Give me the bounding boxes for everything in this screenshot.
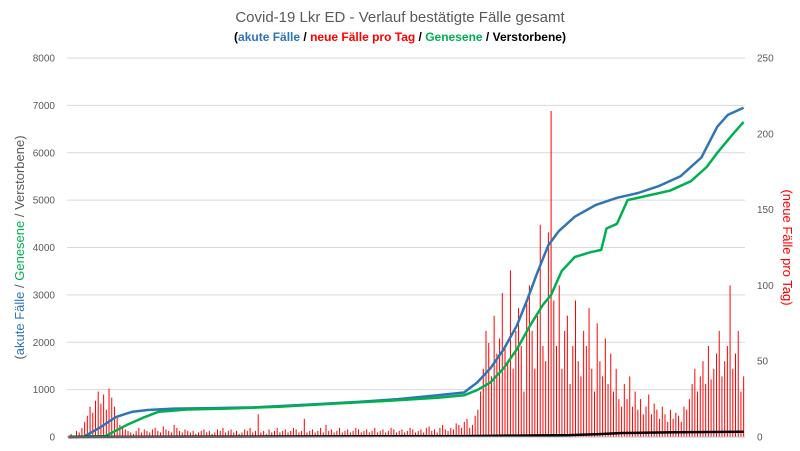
ylabel-left-part: / Verstorbene) [12,135,27,220]
y-right-tick-label: 100 [757,281,774,292]
y-right-tick-label: 50 [757,357,769,368]
y-left-tick-label: 5000 [33,196,56,207]
right-axis-ticks: 0 50 100 150 200 250 [757,54,774,444]
subtitle-part: / Verstorbene) [483,30,566,44]
y-axis-label-right: (neue Fälle pro Tag) [780,189,795,305]
y-right-tick-label: 250 [757,54,774,65]
y-right-tick-label: 0 [757,433,763,444]
y-left-tick-label: 8000 [33,54,56,65]
series-line [68,121,745,439]
series-line [68,106,745,439]
ylabel-right-part: (neue Fälle pro Tag) [780,189,795,305]
subtitle-part: neue Fälle pro Tag [310,30,415,44]
y-left-tick-label: 6000 [33,148,56,159]
ylabel-left-part: ( [12,355,27,360]
y-left-tick-label: 1000 [33,385,56,396]
y-left-tick-label: 0 [49,433,55,444]
y-left-tick-label: 4000 [33,243,56,254]
y-right-tick-label: 150 [757,205,774,216]
y-left-tick-label: 2000 [33,338,56,349]
new-cases-bars [70,111,745,437]
subtitle-part: akute Fälle [238,30,300,44]
subtitle-part: / [300,30,310,44]
left-axis-ticks: 0 1000 2000 3000 4000 5000 6000 7000 8000 [33,54,56,444]
chart-title: Covid-19 Lkr ED - Verlauf bestätigte Fäl… [235,9,565,26]
ylabel-left-part: Genesene [12,221,27,281]
y-axis-label-left: (akute Fälle / Genesene / Verstorbene) [12,135,27,359]
subtitle-part: Genesene [425,30,483,44]
y-left-tick-label: 7000 [33,101,56,112]
ylabel-left-part: akute Fälle [12,292,27,356]
y-left-tick-label: 3000 [33,290,56,301]
chart-subtitle: (akute Fälle / neue Fälle pro Tag / Gene… [234,30,566,44]
series-lines [68,106,745,439]
ylabel-left-part: / [12,281,27,292]
series-line [68,430,744,439]
y-right-tick-label: 200 [757,129,774,140]
subtitle-part: ( [234,30,238,44]
gridlines [67,57,745,391]
subtitle-part: / [415,30,425,44]
